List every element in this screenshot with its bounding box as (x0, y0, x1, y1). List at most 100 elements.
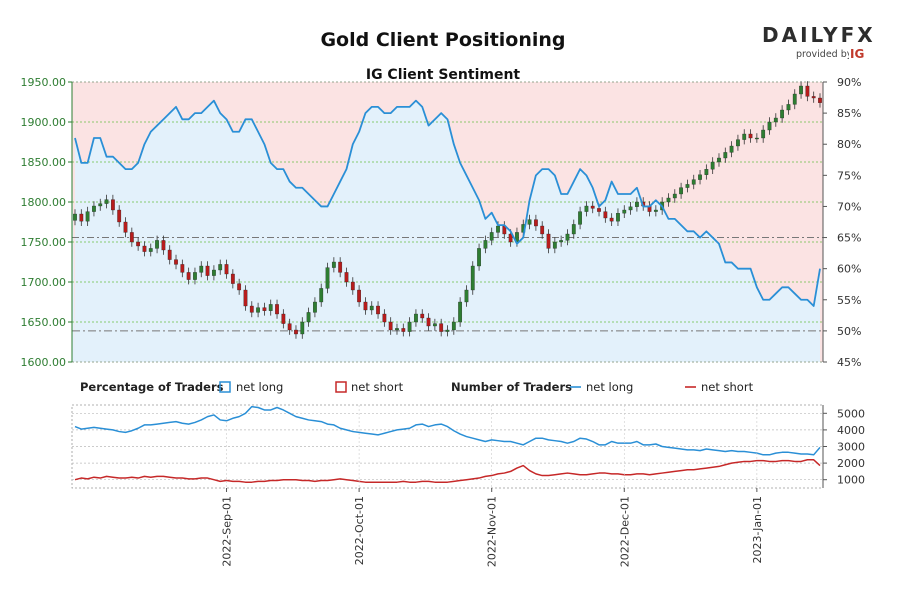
price-candle (313, 301, 317, 313)
price-candle (388, 321, 393, 331)
price-candle (136, 241, 141, 247)
price-candle (451, 321, 456, 331)
price-candle (186, 272, 191, 280)
chart-subtitle: IG Client Sentiment (366, 67, 521, 83)
traders-tick-label: 1000 (837, 474, 865, 487)
sentiment-tick-label: 85% (837, 107, 861, 120)
price-candle (306, 312, 311, 323)
price-candle (477, 248, 481, 267)
ig-badge (849, 47, 865, 60)
net-long-area (72, 100, 820, 363)
price-candle (565, 233, 570, 241)
price-candle (98, 203, 103, 207)
price-candle (710, 161, 715, 170)
sentiment-tick-label: 70% (837, 200, 861, 213)
sentiment-tick-label: 65% (837, 232, 861, 245)
traders-series (74, 405, 821, 483)
price-candle (420, 313, 425, 319)
price-candle (357, 289, 361, 303)
price-candle (773, 117, 778, 123)
legend-num-long-label: net long (586, 380, 633, 394)
price-candle (180, 264, 185, 273)
price-candle (243, 289, 248, 307)
price-candle (717, 157, 721, 163)
price-candle (672, 193, 677, 199)
price-candle (628, 206, 633, 211)
price-candle (426, 317, 431, 327)
price-candle (363, 301, 368, 311)
traders-net-long-line (74, 405, 821, 456)
price-candle (704, 169, 709, 175)
price-candle (445, 329, 450, 332)
price-candle (161, 240, 166, 251)
price-candle (767, 121, 772, 131)
sentiment-series (74, 99, 821, 307)
legend-pct-long-label: net long (236, 380, 283, 394)
price-candle (597, 208, 601, 212)
price-candle (155, 240, 159, 249)
price-candle (287, 323, 292, 331)
price-candle (325, 267, 330, 289)
price-candle (590, 205, 595, 209)
price-candle (666, 197, 671, 203)
price-candle (110, 199, 115, 211)
price-candle (691, 179, 696, 185)
price-candle (414, 313, 418, 323)
price-candle (534, 219, 538, 227)
price-candle (729, 145, 734, 153)
date-tick-label: 2023-Jan-01 (751, 496, 764, 564)
sentiment-tick-label: 50% (837, 325, 861, 338)
price-candle (174, 259, 178, 265)
sentiment-tick-label: 55% (837, 294, 861, 307)
price-tick-label: 1950.00 (21, 76, 67, 89)
price-candle (458, 301, 463, 323)
price-candles (73, 81, 822, 339)
price-candle (262, 307, 267, 311)
legend-percentage-title: Percentage of Traders (80, 380, 224, 394)
price-candle (376, 305, 380, 315)
price-candle (148, 248, 153, 252)
price-candle (395, 328, 399, 331)
date-tick-label: 2022-Sep-01 (221, 496, 234, 567)
price-candle (167, 249, 172, 260)
price-candle (508, 233, 513, 243)
price-candle (407, 321, 412, 332)
price-tick-label: 1850.00 (21, 156, 67, 169)
price-tick-label: 1600.00 (21, 356, 67, 369)
price-candle (237, 283, 242, 291)
price-candle (281, 313, 286, 324)
sentiment-tick-label: 45% (837, 356, 861, 369)
price-candle (256, 307, 260, 313)
price-candle (199, 265, 204, 273)
price-candle (761, 129, 766, 139)
price-candle (117, 209, 122, 223)
price-candle (275, 304, 279, 315)
traders-tick-label: 3000 (837, 441, 865, 454)
price-candle (73, 213, 77, 221)
price-candle (805, 85, 810, 97)
price-candle (104, 199, 109, 204)
dailyfx-logo: DAILYFX provided by IG (762, 23, 873, 61)
price-candle (780, 109, 785, 119)
main-axes: 1950.00 1900.00 1850.00 1800.00 1750.00 1700.… (21, 76, 862, 369)
price-candle (483, 240, 488, 249)
sentiment-net-long-line (74, 99, 821, 307)
price-candle (439, 323, 444, 332)
price-candle (811, 96, 816, 99)
price-candle (319, 288, 324, 303)
price-candle (401, 328, 406, 332)
price-candle (382, 313, 387, 323)
price-candle (85, 211, 90, 222)
provided-by-text: provided by (796, 49, 853, 60)
price-candle (603, 211, 608, 219)
price-candle (552, 241, 557, 249)
price-candle (698, 174, 702, 180)
price-tick-label: 1750.00 (21, 236, 67, 249)
price-candle (792, 93, 797, 105)
price-candle (818, 97, 822, 103)
price-candle (685, 184, 690, 188)
traders-tick-label: 5000 (837, 407, 865, 420)
sentiment-background (72, 82, 823, 363)
price-candle (527, 219, 532, 225)
legend-pct-long-swatch (219, 381, 231, 393)
